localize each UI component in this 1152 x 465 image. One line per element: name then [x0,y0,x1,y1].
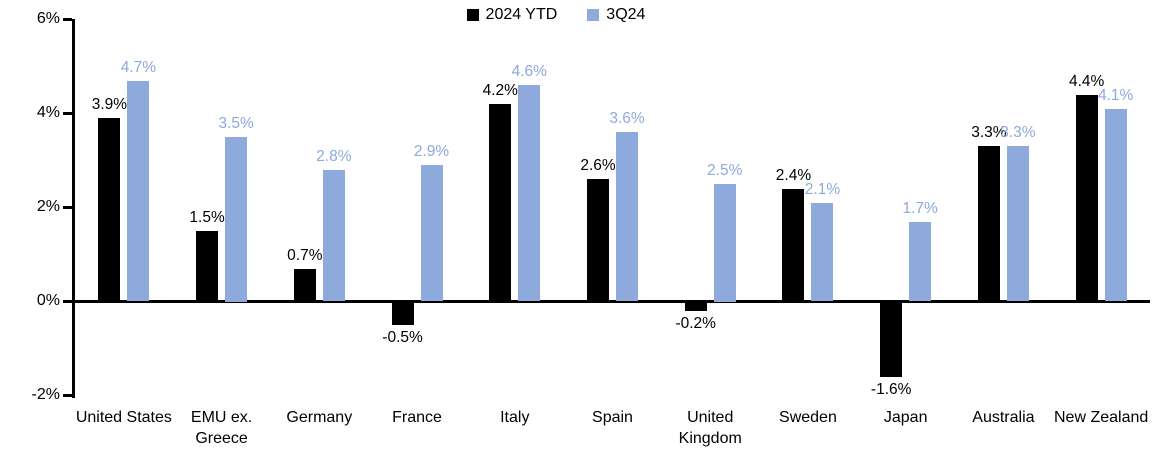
y-axis-tick [63,18,72,21]
value-label-3q24-emu-ex-greece: 3.5% [218,115,254,132]
legend-label-2024-ytd: 2024 YTD [485,6,558,23]
bar-3q24-japan [909,221,932,302]
value-label-2024-ytd-emu-ex-greece: 1.5% [189,209,225,226]
x-axis-line [72,300,1150,303]
bar-3q24-italy [518,85,541,302]
y-axis-tick [63,112,72,115]
category-label-australia: Australia [972,409,1035,426]
bar-2024-ytd-france [391,301,414,325]
legend-swatch-3q24 [587,9,600,21]
bar-2024-ytd-japan [880,301,903,377]
y-axis-tick-label: -2% [31,385,60,403]
value-label-3q24-sweden: 2.1% [804,180,841,198]
y-axis-tick [63,300,72,303]
legend-swatch-2024-ytd [466,9,479,21]
value-label-2024-ytd-new-zealand: 4.4% [1068,72,1105,90]
bar-2024-ytd-germany [293,268,316,302]
legend-item-2024-ytd: 2024 YTD [466,6,558,24]
y-axis-tick [63,394,72,397]
bar-3q24-spain [616,132,638,302]
value-label-2024-ytd-germany: 0.7% [287,246,323,264]
category-label-united-kingdom: United Kingdom [678,409,742,447]
bar-2024-ytd-united-kingdom [684,301,707,311]
legend-item-3q24: 3Q24 [587,6,645,24]
value-label-3q24-new-zealand: 4.1% [1097,86,1134,104]
value-label-2024-ytd-spain: 2.6% [580,157,616,175]
y-axis-tick-label: 4% [36,103,60,121]
bar-3q24-sweden [811,202,834,302]
value-label-3q24-united-kingdom: 2.5% [707,162,743,179]
y-axis-tick-label: 2% [36,197,60,215]
bar-3q24-france [420,165,443,302]
value-label-3q24-united-states: 4.7% [120,58,157,76]
category-label-italy: Italy [500,409,530,426]
category-label-new-zealand: New Zealand [1053,409,1149,426]
value-label-2024-ytd-france: -0.5% [382,329,423,346]
bar-3q24-emu-ex-greece [225,137,248,302]
chart-legend: 2024 YTD 3Q24 [0,6,1112,24]
y-axis-tick [63,206,72,209]
bar-3q24-new-zealand [1104,108,1127,302]
bar-2024-ytd-italy [489,104,512,302]
y-axis-line [72,19,75,398]
value-label-3q24-italy: 4.6% [511,63,547,81]
value-label-3q24-japan: 1.7% [902,199,938,217]
bar-2024-ytd-new-zealand [1075,94,1098,302]
category-label-emu-ex-greece: EMU ex. Greece [190,409,253,447]
value-label-2024-ytd-sweden: 2.4% [775,166,812,184]
bar-3q24-australia [1006,146,1029,302]
value-label-2024-ytd-united-kingdom: -0.2% [675,314,716,332]
category-label-spain: Spain [592,409,633,426]
value-label-2024-ytd-australia: 3.3% [971,124,1007,142]
y-axis-tick-label: 6% [36,9,60,27]
value-label-3q24-germany: 2.8% [316,147,352,165]
bar-2024-ytd-united-states [98,118,121,302]
value-label-2024-ytd-japan: -1.6% [870,380,912,398]
category-label-france: France [392,409,442,426]
category-label-sweden: Sweden [779,409,837,426]
bar-2024-ytd-spain [587,179,609,302]
bar-3q24-united-kingdom [713,184,736,302]
bar-2024-ytd-emu-ex-greece [196,231,219,302]
y-axis-tick-label: 0% [36,291,60,309]
category-label-united-states: United States [75,409,172,426]
value-label-2024-ytd-italy: 4.2% [482,82,518,100]
value-label-2024-ytd-united-states: 3.9% [91,96,128,114]
value-label-3q24-australia: 3.3% [1000,124,1036,142]
bar-3q24-united-states [127,80,150,302]
bar-3q24-germany [322,169,345,302]
legend-label-3q24: 3Q24 [606,6,646,23]
value-label-3q24-france: 2.9% [413,143,450,161]
category-label-japan: Japan [883,409,928,426]
value-label-3q24-spain: 3.6% [609,110,645,128]
bar-2024-ytd-sweden [782,188,805,302]
category-label-germany: Germany [286,409,353,426]
bar-2024-ytd-australia [977,146,1000,302]
